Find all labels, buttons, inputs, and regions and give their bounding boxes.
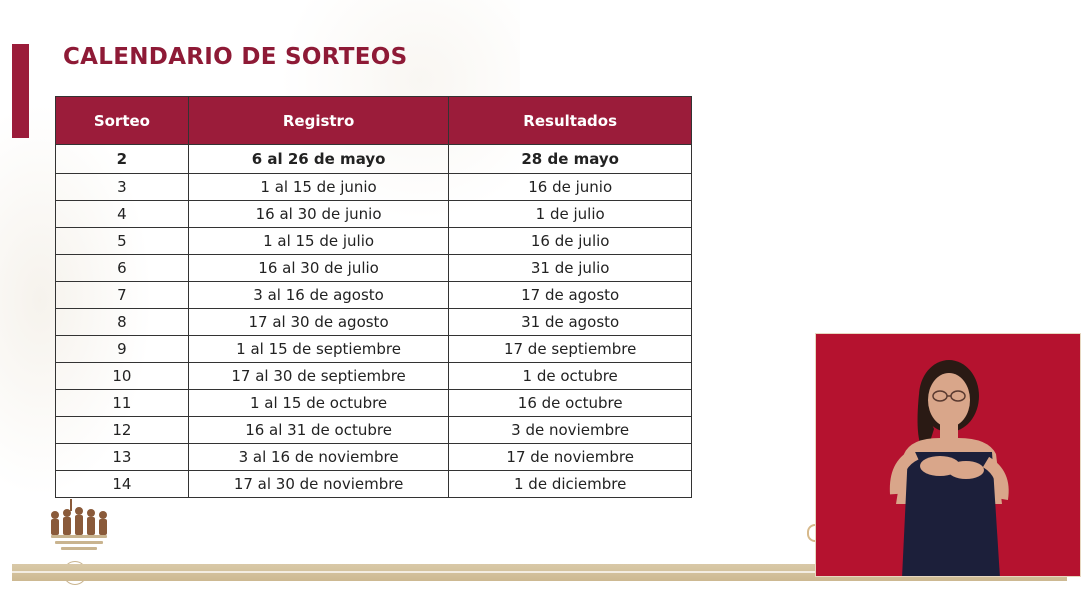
cell-sorteo: 3 bbox=[55, 173, 189, 201]
cell-sorteo: 12 bbox=[55, 416, 189, 444]
interpreter-figure-icon bbox=[889, 360, 1009, 576]
cell-sorteo: 10 bbox=[55, 362, 189, 390]
cell-sorteo: 14 bbox=[55, 470, 189, 498]
cell-sorteo: 9 bbox=[55, 335, 189, 363]
table-row: 8 17 al 30 de agosto 31 de agosto bbox=[55, 308, 692, 336]
table-header-row: Sorteo Registro Resultados bbox=[55, 96, 692, 145]
cell-sorteo: 4 bbox=[55, 200, 189, 228]
cell-registro: 3 al 16 de noviembre bbox=[187, 443, 450, 471]
table-row: 7 3 al 16 de agosto 17 de agosto bbox=[55, 281, 692, 309]
cell-registro: 1 al 15 de julio bbox=[187, 227, 450, 255]
header-registro: Registro bbox=[187, 96, 450, 145]
cell-resultados: 3 de noviembre bbox=[448, 416, 692, 444]
cell-resultados: 16 de octubre bbox=[448, 389, 692, 417]
table-row: 4 16 al 30 de junio 1 de julio bbox=[55, 200, 692, 228]
cell-resultados: 31 de julio bbox=[448, 254, 692, 282]
table-row: 10 17 al 30 de septiembre 1 de octubre bbox=[55, 362, 692, 390]
cell-registro: 17 al 30 de noviembre bbox=[187, 470, 450, 498]
sign-language-interpreter-video bbox=[815, 333, 1081, 577]
cell-registro: 16 al 30 de junio bbox=[187, 200, 450, 228]
table-row: 6 16 al 30 de julio 31 de julio bbox=[55, 254, 692, 282]
table-row: 12 16 al 31 de octubre 3 de noviembre bbox=[55, 416, 692, 444]
cell-sorteo: 6 bbox=[55, 254, 189, 282]
cell-resultados: 16 de julio bbox=[448, 227, 692, 255]
ornament-icon bbox=[807, 524, 815, 542]
table-row: 5 1 al 15 de julio 16 de julio bbox=[55, 227, 692, 255]
table-row: 14 17 al 30 de noviembre 1 de diciembre bbox=[55, 470, 692, 498]
cell-resultados: 31 de agosto bbox=[448, 308, 692, 336]
cell-registro: 17 al 30 de septiembre bbox=[187, 362, 450, 390]
cell-registro: 1 al 15 de octubre bbox=[187, 389, 450, 417]
cell-resultados: 17 de noviembre bbox=[448, 443, 692, 471]
header-sorteo: Sorteo bbox=[55, 96, 189, 145]
cell-resultados: 17 de septiembre bbox=[448, 335, 692, 363]
cell-resultados: 1 de diciembre bbox=[448, 470, 692, 498]
cell-sorteo: 2 bbox=[55, 144, 189, 174]
cell-sorteo: 7 bbox=[55, 281, 189, 309]
bottom-ribbon-stripe bbox=[12, 571, 1067, 573]
table-row: 11 1 al 15 de octubre 16 de octubre bbox=[55, 389, 692, 417]
draw-calendar-table: Sorteo Registro Resultados 2 6 al 26 de … bbox=[55, 96, 692, 498]
table-row: 3 1 al 15 de junio 16 de junio bbox=[55, 173, 692, 201]
table-row: 2 6 al 26 de mayo 28 de mayo bbox=[55, 144, 692, 174]
cell-registro: 1 al 15 de junio bbox=[187, 173, 450, 201]
accent-bar bbox=[12, 44, 29, 138]
cell-sorteo: 13 bbox=[55, 443, 189, 471]
cell-sorteo: 8 bbox=[55, 308, 189, 336]
cell-registro: 16 al 30 de julio bbox=[187, 254, 450, 282]
cell-resultados: 16 de junio bbox=[448, 173, 692, 201]
cell-sorteo: 11 bbox=[55, 389, 189, 417]
cell-registro: 6 al 26 de mayo bbox=[187, 144, 450, 174]
table-row: 9 1 al 15 de septiembre 17 de septiembre bbox=[55, 335, 692, 363]
table-row: 13 3 al 16 de noviembre 17 de noviembre bbox=[55, 443, 692, 471]
header-resultados: Resultados bbox=[448, 96, 692, 145]
cell-sorteo: 5 bbox=[55, 227, 189, 255]
page-title: CALENDARIO DE SORTEOS bbox=[63, 44, 408, 70]
cell-resultados: 1 de julio bbox=[448, 200, 692, 228]
cell-registro: 3 al 16 de agosto bbox=[187, 281, 450, 309]
cell-resultados: 1 de octubre bbox=[448, 362, 692, 390]
cell-registro: 1 al 15 de septiembre bbox=[187, 335, 450, 363]
cell-registro: 16 al 31 de octubre bbox=[187, 416, 450, 444]
heroes-logo-icon bbox=[45, 497, 113, 559]
logo-caption-graphic bbox=[47, 533, 111, 551]
cell-resultados: 28 de mayo bbox=[448, 144, 692, 174]
cell-registro: 17 al 30 de agosto bbox=[187, 308, 450, 336]
cell-resultados: 17 de agosto bbox=[448, 281, 692, 309]
